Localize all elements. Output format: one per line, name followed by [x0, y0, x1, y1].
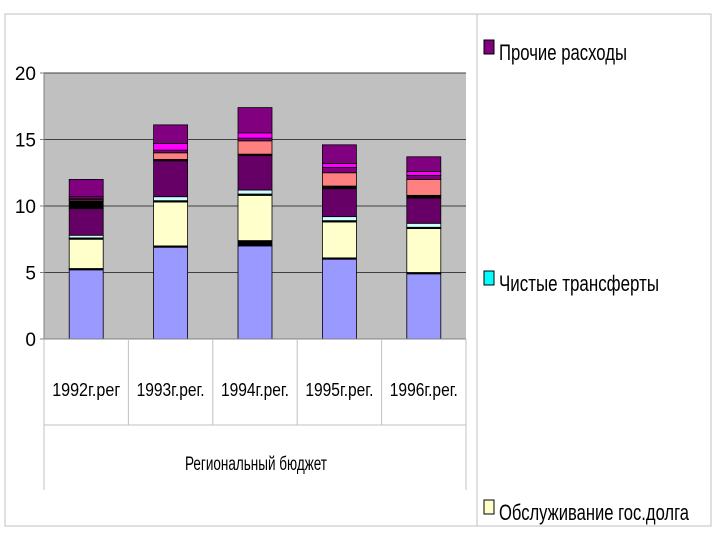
- bar-segment: [321, 144, 357, 164]
- bar-segment: [406, 171, 442, 176]
- bar-segment: [237, 107, 273, 134]
- legend-swatch: [483, 499, 495, 515]
- bar-segment: [237, 189, 273, 195]
- bars: [68, 107, 442, 340]
- bar-segment: [406, 273, 442, 340]
- y-tick-label: 5: [25, 264, 36, 285]
- legend-swatch: [483, 39, 495, 55]
- x-category-label: 1993г.рег.: [137, 380, 205, 400]
- bar-segment: [406, 228, 442, 273]
- bar-segment: [237, 245, 273, 340]
- bar-segment: [153, 201, 189, 247]
- bar-segment: [153, 143, 189, 151]
- bar-segment: [321, 188, 357, 218]
- bar-segment: [406, 197, 442, 224]
- legend-label: Прочие расходы: [499, 40, 627, 65]
- bar-segment: [237, 132, 273, 139]
- bar-segment: [68, 269, 104, 340]
- bar-segment: [153, 196, 189, 202]
- bar-segment: [153, 246, 189, 340]
- bar-segment: [68, 238, 104, 269]
- bar-segment: [68, 178, 104, 198]
- y-tick-label: 0: [25, 330, 36, 351]
- x-category-label: 1994г.рег.: [221, 380, 289, 400]
- bar-segment: [68, 200, 104, 210]
- bar-segment: [321, 163, 357, 168]
- bar-segment: [153, 152, 189, 160]
- x-axis: 1992г.рег 1993г.рег. 1994г.рег. 1995г.рег. 1…: [43, 338, 467, 490]
- x-category-label: 1995г.рег.: [305, 380, 373, 400]
- y-tick-label: 10: [15, 197, 36, 218]
- group-label: Региональный бюджет: [185, 454, 327, 475]
- bar-segment: [406, 175, 442, 180]
- bar-segment: [237, 155, 273, 191]
- bar-stack: [321, 144, 357, 340]
- bar-segment: [153, 124, 189, 144]
- bar-segment: [321, 221, 357, 259]
- bar-segment: [237, 194, 273, 241]
- bar-stack: [406, 156, 442, 340]
- y-tick-label: 20: [15, 64, 36, 85]
- bar-stack: [153, 124, 189, 340]
- bar-segment: [406, 156, 442, 172]
- legend-label: Обслуживание гос.долга: [499, 500, 690, 525]
- legend-swatch: [483, 270, 495, 286]
- bar-segment: [321, 172, 357, 187]
- y-tick-label: 15: [15, 131, 36, 152]
- x-category-label: 1996г.рег.: [390, 380, 458, 400]
- bar-segment: [321, 258, 357, 340]
- bar-segment: [406, 178, 442, 196]
- bar-segment: [237, 240, 273, 247]
- bar-segment: [321, 216, 357, 222]
- bar-segment: [321, 167, 357, 174]
- legend: Прочие расходы Чистые трансферты Обслужива…: [483, 39, 690, 525]
- bar-segment: [68, 208, 104, 236]
- y-axis-ticks: 0 5 10 15 20: [15, 64, 44, 351]
- bar-stack: [68, 178, 104, 340]
- bar-segment: [153, 160, 189, 198]
- x-category-label: 1992г.рег: [52, 380, 120, 400]
- bar-segment: [406, 222, 442, 228]
- bar-segment: [237, 140, 273, 155]
- bar-stack: [237, 107, 273, 340]
- legend-label: Чистые трансферты: [499, 271, 659, 296]
